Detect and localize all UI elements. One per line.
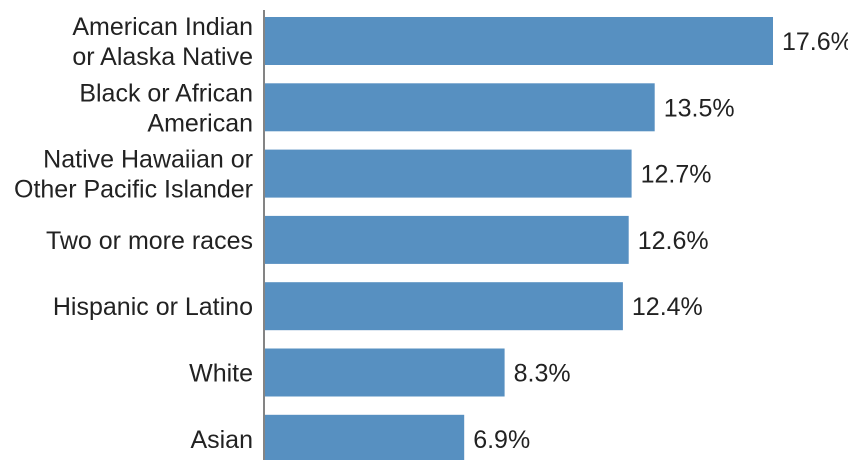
value-label-group: 17.6% 13.5% 12.7% 12.6% 12.4% 8.3% 6.9% (473, 28, 848, 454)
category-label-line: or Alaska Native (72, 43, 253, 71)
bar (265, 282, 623, 331)
bar-value-label: 12.4% (632, 293, 703, 321)
category-label: Black or African American (79, 79, 253, 137)
category-label-line: American (147, 109, 253, 137)
bar (265, 215, 629, 264)
bar (265, 83, 655, 132)
bar-value-label: 13.5% (664, 94, 735, 122)
category-label: Native Hawaiian or Other Pacific Islander (14, 146, 253, 204)
bar (265, 149, 632, 198)
category-label-line: Native Hawaiian or (43, 146, 253, 174)
category-label-line: Black or African (79, 79, 253, 107)
category-label-line: Two or more races (46, 227, 253, 255)
category-label-line: American Indian (72, 13, 253, 41)
bar (265, 17, 773, 65)
category-label-line: Hispanic or Latino (53, 293, 253, 321)
category-label-group: American Indian or Alaska Native Black or … (14, 13, 253, 454)
bar-value-label: 8.3% (514, 360, 571, 388)
category-label-line: White (189, 360, 253, 388)
bar-value-label: 12.6% (638, 227, 709, 255)
bar-value-label: 17.6% (782, 28, 848, 56)
category-label: American Indian or Alaska Native (72, 13, 253, 71)
bar-group (265, 17, 773, 460)
category-label: White (189, 360, 253, 388)
category-label: Two or more races (46, 227, 253, 255)
category-label-line: Other Pacific Islander (14, 176, 253, 204)
bar (265, 348, 505, 397)
category-label: Hispanic or Latino (53, 293, 253, 321)
category-label-line: Asian (190, 426, 253, 454)
bar (265, 414, 465, 460)
bar-value-label: 6.9% (473, 426, 530, 454)
category-label: Asian (190, 426, 253, 454)
bar-value-label: 12.7% (641, 161, 712, 189)
